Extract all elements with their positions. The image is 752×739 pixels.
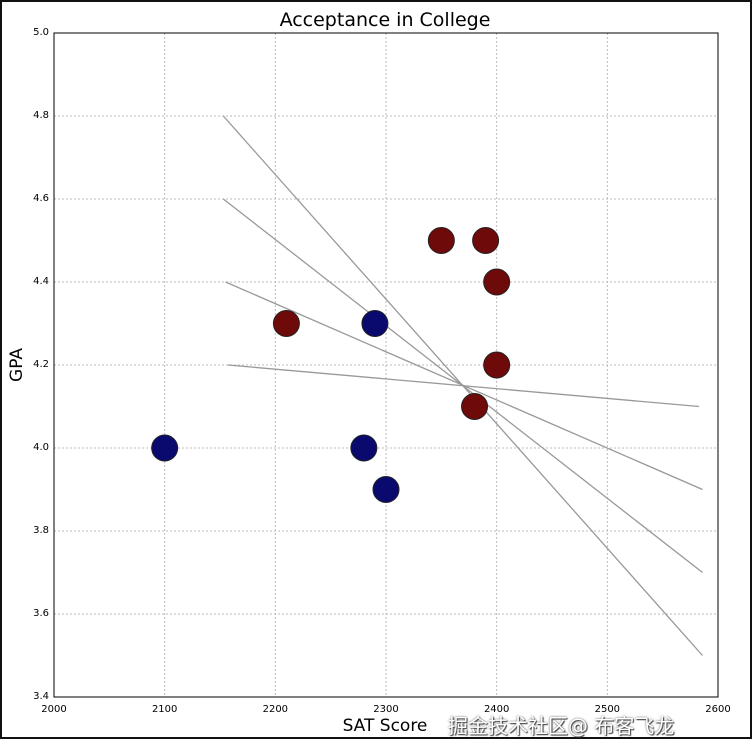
data-point xyxy=(461,393,489,420)
y-tick-label: 4.8 xyxy=(33,110,49,121)
decision-line xyxy=(227,364,700,408)
y-tick-label: 3.6 xyxy=(33,608,49,619)
y-tick-label: 4.4 xyxy=(33,276,49,287)
data-point xyxy=(472,227,500,254)
x-tick-label: 2600 xyxy=(705,704,730,715)
y-tick-label: 4.2 xyxy=(33,359,49,370)
y-axis-label: GPA xyxy=(7,348,27,382)
y-tick-label: 3.4 xyxy=(33,691,49,702)
data-point xyxy=(350,434,378,462)
data-point xyxy=(372,476,400,503)
data-point xyxy=(151,434,179,462)
x-tick-label: 2200 xyxy=(263,704,288,715)
data-point xyxy=(483,268,511,296)
x-tick-label: 2500 xyxy=(595,704,620,715)
data-point xyxy=(483,351,511,379)
data-point xyxy=(361,310,389,337)
plot-area xyxy=(53,32,719,698)
x-tick-label: 2000 xyxy=(41,704,66,715)
x-tick-label: 2300 xyxy=(373,704,398,715)
data-point xyxy=(272,310,300,337)
x-tick-label: 2100 xyxy=(152,704,177,715)
data-point xyxy=(427,227,455,254)
x-tick-label: 2400 xyxy=(484,704,509,715)
x-axis-label: SAT Score xyxy=(343,716,428,736)
y-tick-label: 3.8 xyxy=(33,525,49,536)
y-tick-label: 4.6 xyxy=(33,193,49,204)
y-tick-label: 5.0 xyxy=(33,27,49,38)
chart-title: Acceptance in College xyxy=(280,9,491,31)
y-tick-label: 4.0 xyxy=(33,442,49,453)
watermark: 掘金技术社区@ 布客飞龙 xyxy=(448,714,675,738)
